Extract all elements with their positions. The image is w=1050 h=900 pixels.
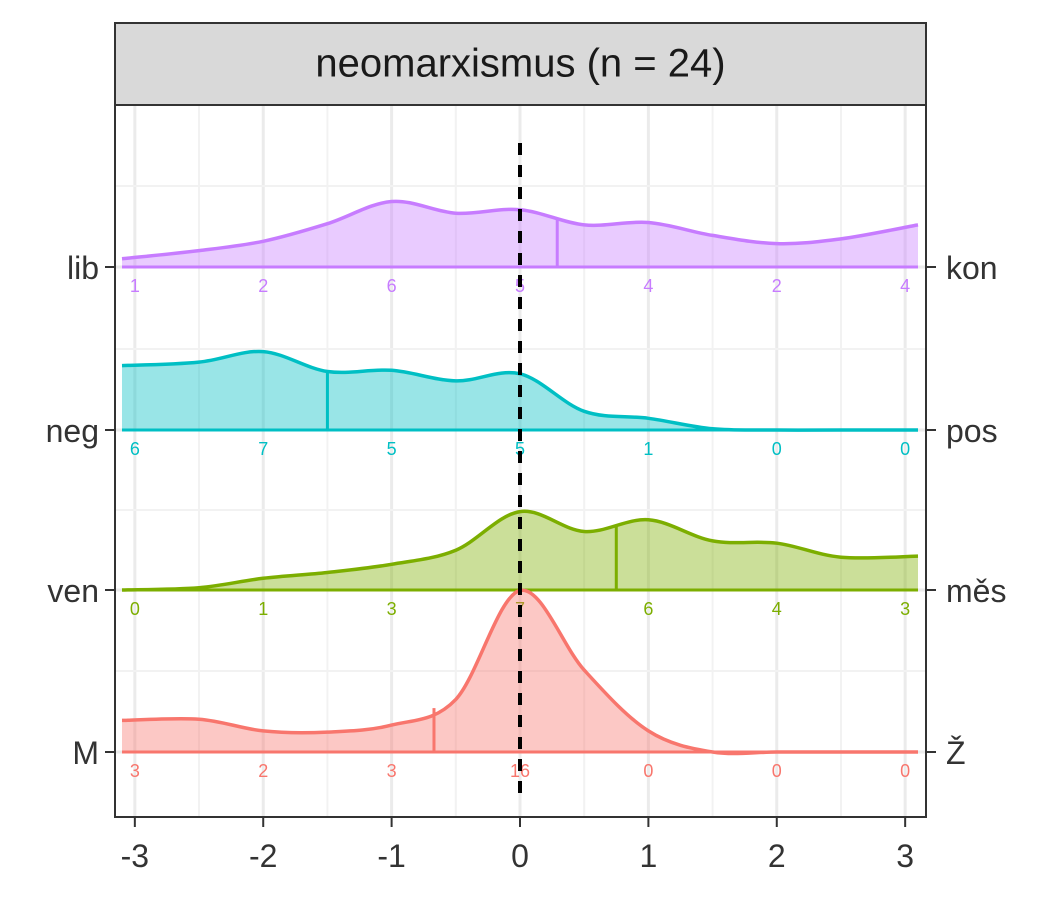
count-label: 7 [258, 439, 268, 459]
left-axis-label: ven [47, 573, 99, 609]
count-label: 2 [258, 761, 268, 781]
axes: -3 -2 -1 0 1 2 3 lib kon neg pos ven měs M Ž [46, 250, 1007, 874]
count-label: 6 [130, 439, 140, 459]
count-label: 2 [772, 276, 782, 296]
facet-strip: neomarxismus (n = 24) [114, 22, 927, 106]
x-tick-label: 1 [639, 838, 657, 874]
count-label: 3 [387, 761, 397, 781]
right-axis-label: pos [946, 413, 998, 449]
count-label: 0 [643, 761, 653, 781]
left-axis-label: M [72, 735, 99, 771]
count-label: 0 [900, 761, 910, 781]
x-tick-label: 2 [768, 838, 786, 874]
count-label: 6 [387, 276, 397, 296]
x-tick-label: 0 [511, 838, 529, 874]
count-label: 3 [900, 599, 910, 619]
count-label: 6 [643, 599, 653, 619]
count-label: 0 [900, 439, 910, 459]
count-label: 1 [643, 439, 653, 459]
right-axis-label: Ž [946, 735, 966, 771]
count-label: 0 [772, 439, 782, 459]
count-label: 5 [515, 439, 525, 459]
right-axis-label: kon [946, 250, 998, 286]
count-label: 4 [772, 599, 782, 619]
count-label: 5 [387, 439, 397, 459]
count-label: 2 [258, 276, 268, 296]
count-label: 3 [130, 761, 140, 781]
x-tick-label: -3 [121, 838, 149, 874]
count-label: 3 [387, 599, 397, 619]
right-axis-label: měs [946, 573, 1006, 609]
chart-title: neomarxismus (n = 24) [315, 42, 725, 86]
count-label: 4 [900, 276, 910, 296]
facet-strip-background [114, 22, 927, 106]
count-label: 1 [130, 276, 140, 296]
count-label: 1 [258, 599, 268, 619]
left-axis-label: lib [67, 250, 99, 286]
count-label: 0 [130, 599, 140, 619]
x-tick-label: -1 [377, 838, 405, 874]
x-tick-label: 3 [896, 838, 914, 874]
left-axis-label: neg [46, 413, 99, 449]
density-line [121, 509, 919, 592]
x-tick-label: -2 [249, 838, 277, 874]
count-label: 0 [772, 761, 782, 781]
count-label: 4 [643, 276, 653, 296]
